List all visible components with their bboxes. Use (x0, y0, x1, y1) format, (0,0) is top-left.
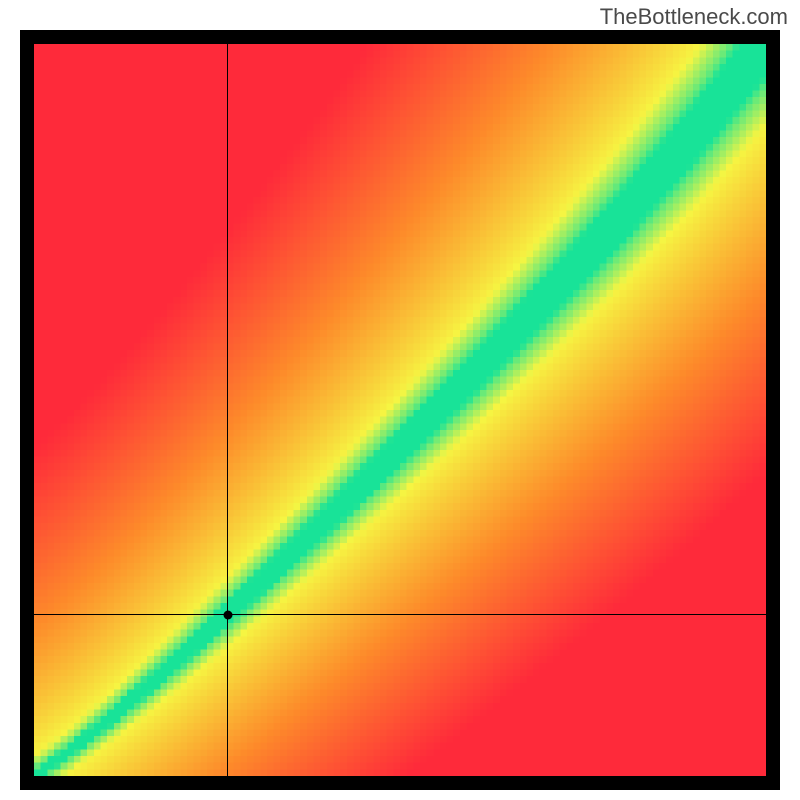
crosshair-vertical (227, 44, 228, 776)
crosshair-horizontal (34, 614, 766, 615)
bottleneck-heatmap (34, 44, 766, 776)
watermark-label: TheBottleneck.com (600, 4, 788, 30)
chart-container: TheBottleneck.com (0, 0, 800, 800)
marker-point (223, 610, 232, 619)
heatmap-canvas (34, 44, 766, 776)
plot-frame (20, 30, 780, 790)
